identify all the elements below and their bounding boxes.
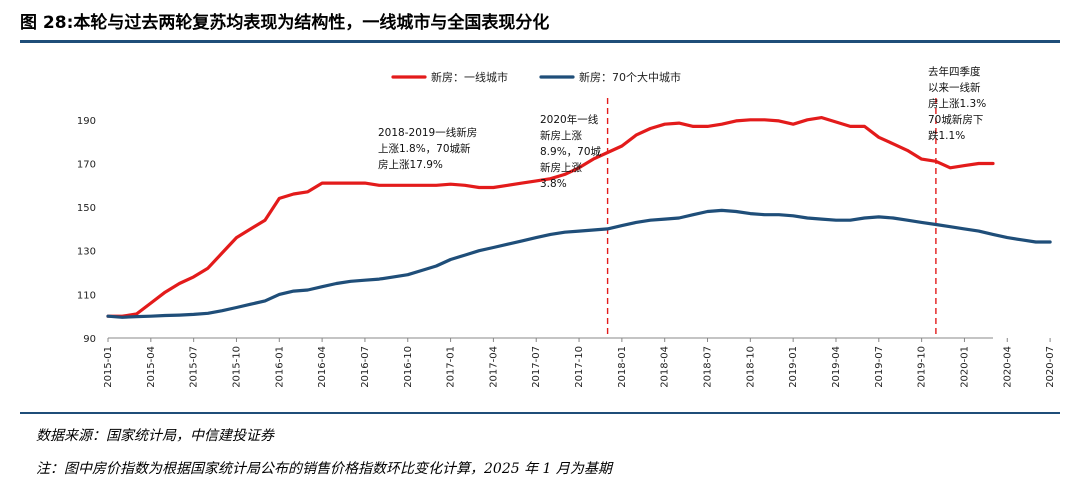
x-tick-label: 2015-04 [146,346,157,388]
annotation-line: 上涨1.8%，70城新 [378,142,471,155]
x-tick-label: 2017-04 [488,346,499,388]
annotation-line: 房上涨17.9% [378,158,443,171]
y-tick-label: 110 [77,290,96,301]
page-title: 图 28:本轮与过去两轮复苏均表现为结构性，一线城市与全国表现分化 [20,13,550,33]
annotation-line: 2018-2019一线新房 [378,126,477,139]
x-tick-label: 2015-07 [189,346,200,388]
annotation-line: 新房上涨 [540,161,582,174]
x-tick-label: 2019-01 [788,346,799,388]
x-tick-label: 2020-04 [1002,346,1013,388]
annotation-line: 以来一线新 [928,81,981,94]
footnote: 注：图中房价指数为根据国家统计局公布的销售价格指数环比变化计算，2025 年 1… [36,461,612,477]
y-tick-label: 90 [83,334,96,345]
y-tick-label: 130 [77,247,96,258]
footer-rule [20,412,1060,414]
x-axis: 2015-01 2015-04 2015-07 2015-10 2016-01 2016-… [103,337,1056,388]
y-axis: 90 110 130 150 170 190 [77,116,96,345]
series-line-tier1 [106,115,995,318]
legend: 新房：一线城市 新房：70个大中城市 [391,70,681,84]
x-tick-label: 2018-01 [617,346,628,388]
x-tick-label: 2015-10 [231,346,242,388]
x-tick-label: 2017-10 [574,346,585,388]
x-tick-label: 2015-01 [103,346,114,388]
x-tick-label: 2020-07 [1045,346,1056,388]
series-line-70city [106,208,1052,319]
x-tick-label: 2018-04 [660,346,671,388]
x-tick-label: 2016-07 [360,346,371,388]
x-tick-label: 2016-04 [317,346,328,388]
source-note: 数据来源：国家统计局，中信建投证券 [36,428,274,444]
annotation-line: 2020年一线 [540,113,599,126]
x-tick-label: 2018-07 [703,346,714,388]
x-tick-label: 2019-04 [831,346,842,388]
annotation-line: 70城新房下 [928,113,983,126]
x-tick-label: 2017-07 [531,346,542,388]
x-tick-label: 2019-10 [917,346,928,388]
x-tick-label: 2020-01 [959,346,970,388]
y-tick-label: 150 [77,203,96,214]
annotation-line: 3.8% [540,178,567,190]
legend-label: 新房：70个大中城市 [579,70,681,84]
annotation-line: 新房上涨 [540,129,582,142]
annotation-line: 8.9%，70城 [540,146,602,158]
x-tick-label: 2016-01 [274,346,285,388]
x-tick-label: 2016-10 [403,346,414,388]
y-tick-label: 170 [77,159,96,170]
y-tick-label: 190 [77,116,96,127]
x-tick-label: 2018-10 [745,346,756,388]
x-tick-label: 2019-07 [874,346,885,388]
title-rule [20,40,1060,43]
period-dividers [606,98,937,338]
legend-label: 新房：一线城市 [431,70,508,84]
annotation-line: 跌1.1% [928,129,965,142]
annotation-line: 去年四季度 [928,65,981,78]
annotations: 2018-2019一线新房上涨1.8%，70城新房上涨17.9%2020年一线新… [378,65,986,190]
series-lines [106,115,1052,319]
annotation-line: 房上涨1.3% [928,97,986,110]
x-tick-label: 2017-01 [446,346,457,388]
